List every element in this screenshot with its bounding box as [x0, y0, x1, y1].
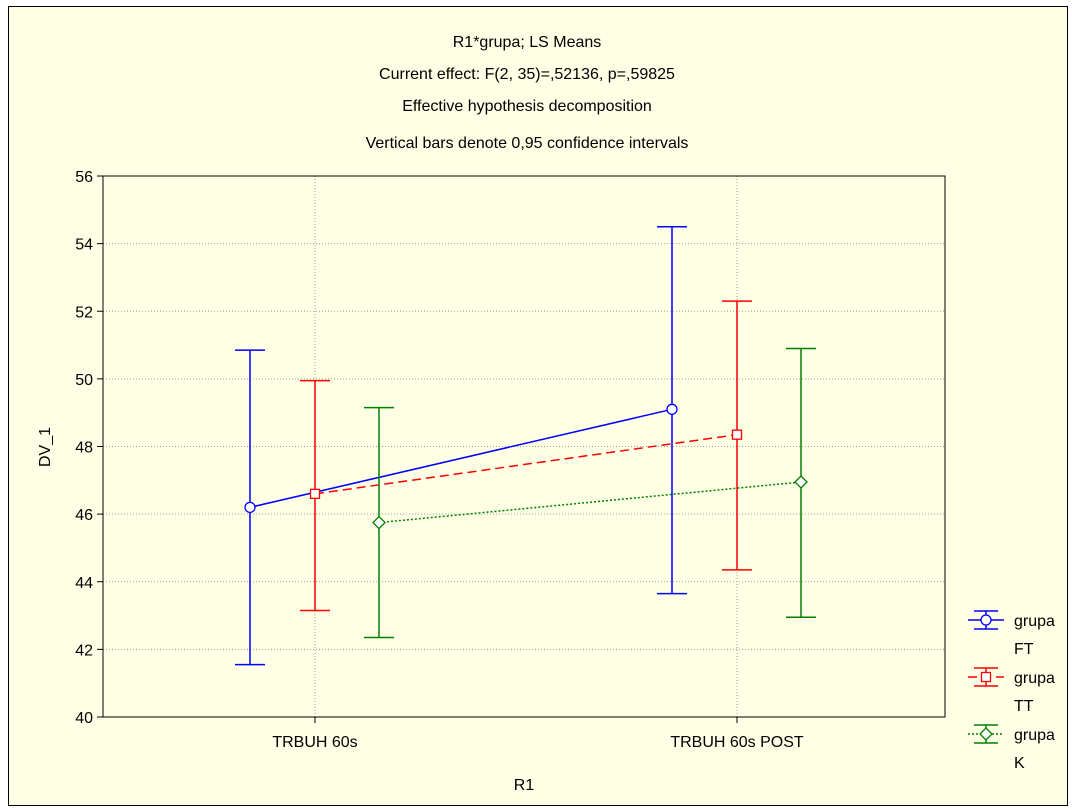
legend-marker — [979, 727, 993, 741]
series-layer — [235, 225, 816, 666]
data-point-marker — [372, 515, 386, 530]
y-tick-label: 44 — [75, 575, 93, 592]
legend-item-ft: grupa FT — [968, 610, 1055, 658]
title-line-4: Vertical bars denote 0,95 confidence int… — [366, 135, 689, 152]
title-line-3: Effective hypothesis decomposition — [402, 98, 652, 115]
x-tick-label: TRBUH 60s — [272, 734, 357, 751]
y-tick-label: 54 — [75, 237, 93, 254]
chart-title: R1*grupa; LS Means Current effect: F(2, … — [366, 34, 689, 152]
data-point-marker — [244, 501, 256, 514]
legend-marker — [980, 671, 992, 683]
legend: grupa FT grupa TT grupa K — [968, 610, 1055, 772]
y-axis-ticks: 40 42 44 46 48 50 52 54 56 — [75, 169, 103, 727]
x-axis-title: R1 — [514, 777, 535, 794]
data-point-marker — [794, 475, 808, 489]
y-tick-label: 40 — [75, 710, 93, 727]
data-point-marker — [309, 488, 321, 499]
x-axis-ticks: TRBUH 60s TRBUH 60s POST — [272, 717, 804, 751]
title-line-2: Current effect: F(2, 35)=,52136, p=,5982… — [379, 66, 675, 83]
y-tick-label: 46 — [75, 507, 93, 524]
grid-lines — [103, 176, 945, 717]
legend-marker — [980, 614, 992, 626]
y-tick-label: 48 — [75, 440, 93, 457]
legend-label: grupa — [1014, 727, 1055, 744]
series-ft — [235, 225, 687, 666]
y-axis-title: DV_1 — [37, 427, 54, 467]
series-line — [249, 408, 673, 509]
title-line-1: R1*grupa; LS Means — [453, 34, 602, 51]
legend-label-group: FT — [1014, 641, 1034, 658]
legend-label-group: K — [1014, 755, 1025, 772]
legend-label-group: TT — [1014, 698, 1034, 715]
series-k — [364, 347, 816, 639]
legend-item-k: grupa K — [968, 724, 1055, 772]
legend-label: grupa — [1014, 670, 1055, 687]
series-tt — [300, 300, 752, 612]
y-tick-label: 42 — [75, 642, 93, 659]
series-line — [378, 481, 802, 524]
chart-frame — [8, 6, 1068, 806]
data-point-marker — [666, 403, 678, 415]
data-point-marker — [731, 429, 743, 440]
legend-item-tt: grupa TT — [968, 667, 1055, 715]
x-tick-label: TRBUH 60s POST — [670, 734, 804, 751]
legend-label: grupa — [1014, 613, 1055, 630]
y-tick-label: 52 — [75, 304, 93, 321]
series-line — [314, 433, 738, 495]
y-tick-label: 56 — [75, 169, 93, 186]
y-tick-label: 50 — [75, 372, 93, 389]
